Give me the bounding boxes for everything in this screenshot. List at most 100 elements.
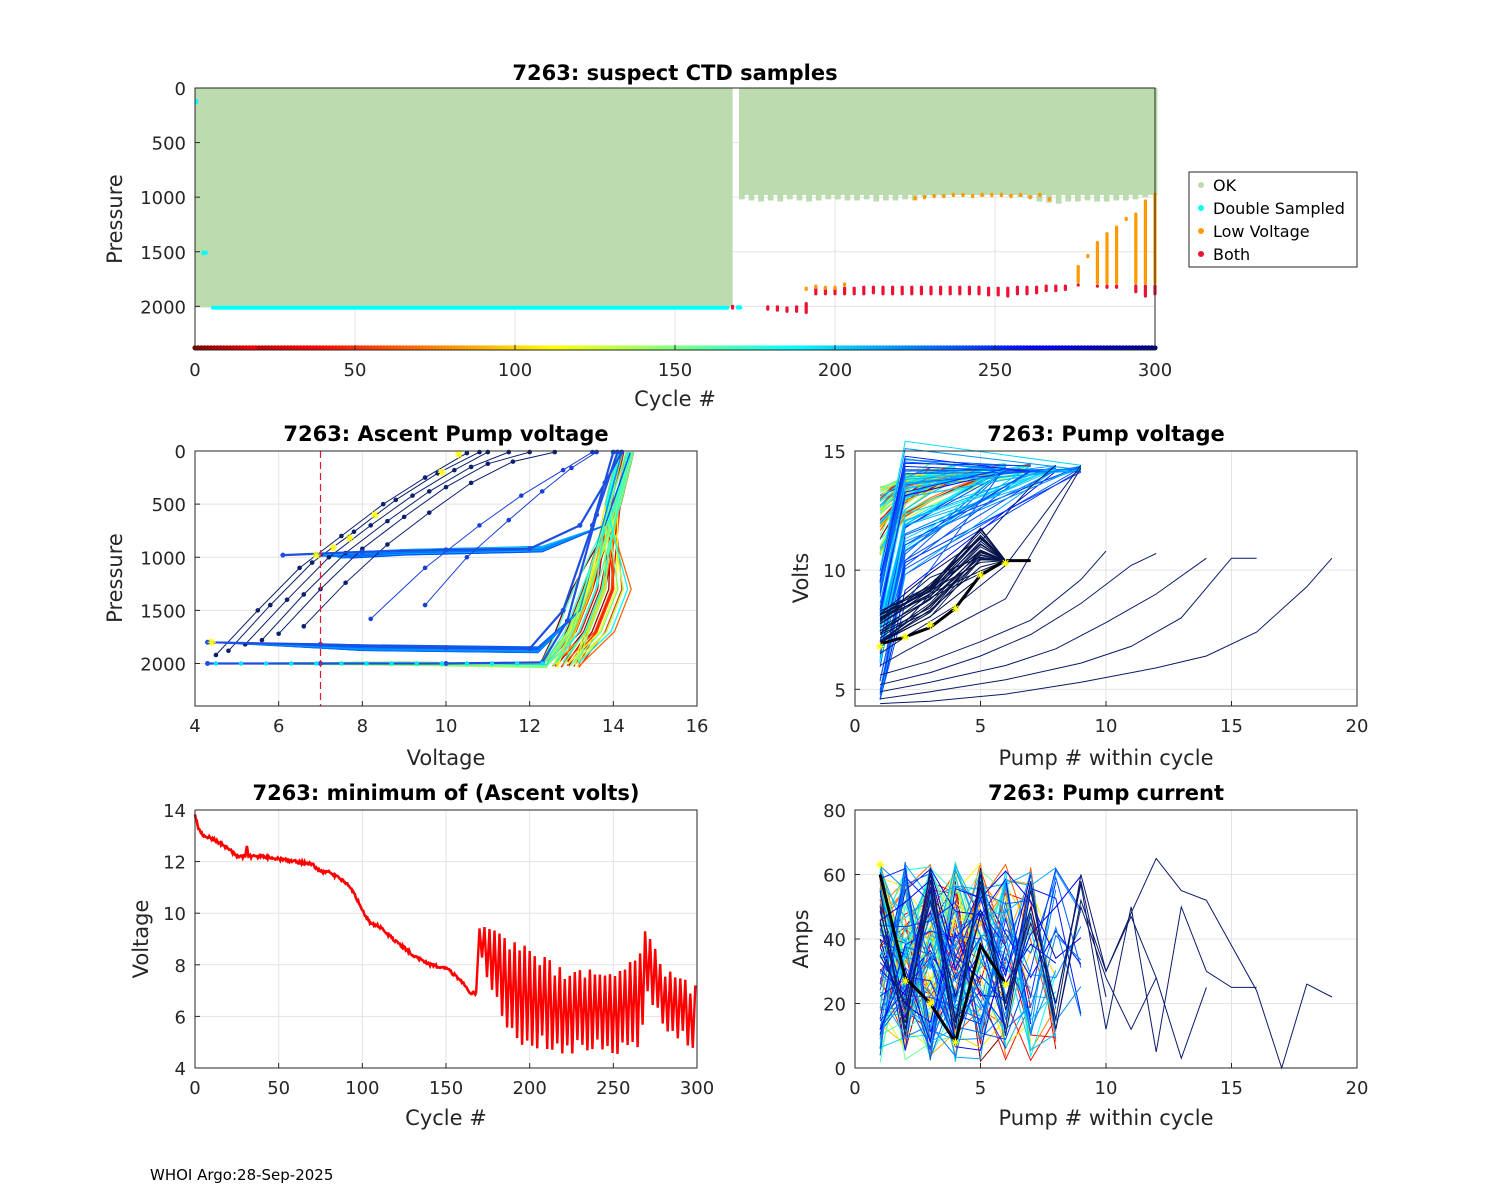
- ok-column: [1027, 88, 1033, 199]
- depleted-profile-point: [552, 449, 558, 455]
- double-sampled-mark: [195, 98, 199, 105]
- y-tick-label: 20: [823, 995, 846, 1016]
- depleted-profile-point: [276, 631, 281, 637]
- depleted-profile-point: [351, 529, 357, 535]
- blue-current-line: [879, 871, 1057, 1049]
- ok-region: [195, 88, 733, 308]
- healthy-current-line: [879, 873, 1057, 1057]
- low-voltage-mark: [1038, 192, 1042, 198]
- ok-column: [979, 88, 985, 197]
- transition-profile-point: [577, 522, 583, 528]
- ok-column: [911, 88, 918, 201]
- y-tick-label: 1500: [140, 243, 186, 264]
- fan-voltage-line: [879, 468, 1006, 617]
- ok-column: [1046, 88, 1052, 203]
- transition-line: [349, 452, 631, 559]
- ok-column: [1055, 88, 1062, 204]
- low-voltage-mark: [1095, 240, 1099, 285]
- minvolt-marks: [193, 814, 697, 1055]
- both-mark: [881, 285, 885, 296]
- y-tick-label: 0: [175, 442, 186, 463]
- ok-column: [787, 88, 793, 200]
- y-tick-label: 8: [175, 956, 186, 977]
- both-mark: [843, 286, 847, 296]
- both-mark: [910, 285, 914, 296]
- blue-current-line: [879, 946, 981, 1037]
- pumpcurrent-title: 7263: Pump current: [988, 781, 1224, 805]
- depleted-profile-point: [380, 501, 386, 507]
- both-mark: [948, 285, 952, 296]
- both-mark: [785, 306, 789, 313]
- ascent-star-marker: [345, 534, 354, 543]
- both-mark: [900, 285, 904, 296]
- x-tick-label: 150: [658, 360, 692, 381]
- depleted-voltage-line: [879, 464, 1057, 643]
- depleted-profile-point: [368, 616, 374, 622]
- transition-profile-point: [527, 646, 533, 652]
- ctd-axes: 0 50 100 150 200 250 300 0 500 1000 1500 2000 7263:…: [103, 61, 1358, 411]
- ok-column: [863, 88, 870, 200]
- ascent-star-marker: [370, 510, 379, 519]
- low-voltage-mark: [1047, 197, 1051, 202]
- y-tick-label: 2000: [140, 655, 186, 676]
- legend-marker-double-sampled: [1198, 205, 1204, 211]
- ok-column: [748, 88, 755, 201]
- fan-voltage-line: [879, 470, 1031, 653]
- bottom-sample-point: [263, 661, 269, 666]
- fan-voltage-line: [879, 470, 1056, 607]
- blue-current-line: [880, 864, 1032, 1018]
- x-tick-label: 16: [686, 716, 709, 737]
- x-tick-label: 250: [596, 1078, 630, 1099]
- ok-column: [1123, 88, 1129, 201]
- ok-column: [1065, 88, 1072, 202]
- ok-column: [1017, 88, 1024, 198]
- transition-profile-point: [443, 547, 449, 553]
- depleted-profile-point: [527, 449, 532, 455]
- x-tick-label: 0: [849, 1078, 860, 1099]
- fan-voltage-line: [879, 471, 1082, 699]
- y-tick-label: 80: [823, 801, 846, 822]
- bottom-sample-point: [314, 661, 319, 666]
- legend-box: [1188, 171, 1358, 268]
- both-mark: [1025, 285, 1029, 296]
- x-tick-label: 300: [1138, 360, 1172, 381]
- fan-voltage-line: [879, 468, 1057, 700]
- legend-marker-low-voltage: [1198, 228, 1204, 234]
- x-tick-label: 50: [267, 1078, 290, 1099]
- depleted-profile-point: [477, 449, 482, 455]
- depleted-profile-point: [268, 602, 273, 608]
- low-voltage-mark: [1009, 193, 1013, 199]
- depleted-profile-point: [422, 602, 428, 608]
- low-voltage-mark: [1105, 232, 1109, 285]
- depleted-profile-point: [385, 542, 390, 547]
- ok-column: [825, 88, 832, 200]
- pumpcurrent-marks: [876, 857, 1333, 1070]
- y-tick-label: 10: [163, 904, 186, 925]
- low-voltage-mark: [942, 193, 946, 199]
- y-tick-label: 2000: [140, 297, 186, 318]
- healthy-profile-line: [552, 451, 631, 668]
- x-tick-label: 8: [357, 716, 368, 737]
- ok-column: [1084, 88, 1091, 201]
- transition-profile-point: [594, 512, 600, 518]
- x-tick-label: 100: [345, 1078, 379, 1099]
- ascent-marks: [205, 449, 635, 706]
- low-voltage-mark: [913, 196, 917, 201]
- x-tick-label: 0: [849, 716, 860, 737]
- ok-column: [796, 88, 803, 201]
- y-tick-label: 1000: [140, 548, 186, 569]
- both-mark: [1054, 284, 1058, 293]
- depleted-profile-point: [401, 514, 407, 520]
- transition-profile-point: [564, 618, 570, 624]
- low-voltage-mark: [1143, 199, 1147, 285]
- transition-profile-point: [443, 645, 449, 651]
- low-voltage-mark: [843, 282, 847, 287]
- ok-column: [902, 88, 908, 200]
- legend-label-low-voltage: Low Voltage: [1213, 222, 1310, 241]
- ctd-legend: OK Double Sampled Low Voltage Both: [1188, 171, 1358, 268]
- pumpvolt-star-marker: [976, 570, 985, 579]
- double-sampled-mark: [201, 250, 208, 256]
- low-voltage-mark: [980, 192, 984, 198]
- x-tick-label: 4: [189, 716, 200, 737]
